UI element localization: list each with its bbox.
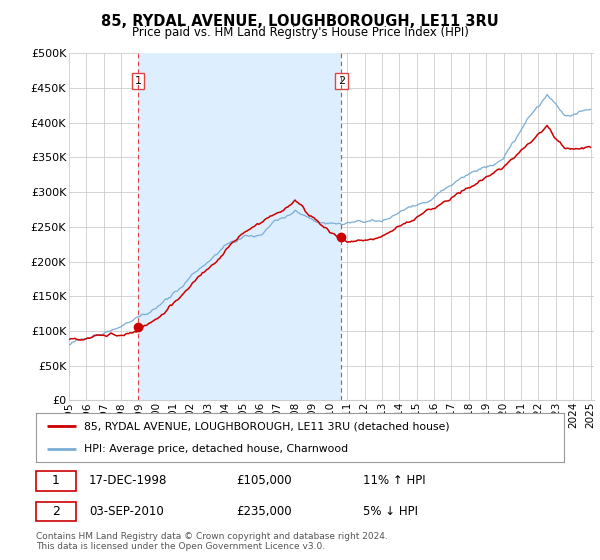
Text: Contains HM Land Registry data © Crown copyright and database right 2024.
This d: Contains HM Land Registry data © Crown c… [36, 532, 388, 552]
Text: 11% ↑ HPI: 11% ↑ HPI [364, 474, 426, 487]
Text: 5% ↓ HPI: 5% ↓ HPI [364, 505, 418, 518]
FancyBboxPatch shape [36, 471, 76, 491]
Text: 2: 2 [338, 76, 345, 86]
Text: 85, RYDAL AVENUE, LOUGHBOROUGH, LE11 3RU (detached house): 85, RYDAL AVENUE, LOUGHBOROUGH, LE11 3RU… [83, 421, 449, 431]
Text: 1: 1 [52, 474, 60, 487]
Text: HPI: Average price, detached house, Charnwood: HPI: Average price, detached house, Char… [83, 444, 347, 454]
Text: £235,000: £235,000 [236, 505, 292, 518]
Text: £105,000: £105,000 [236, 474, 292, 487]
Bar [138, 53, 341, 400]
FancyBboxPatch shape [36, 502, 76, 521]
Text: 17-DEC-1998: 17-DEC-1998 [89, 474, 167, 487]
Text: Price paid vs. HM Land Registry's House Price Index (HPI): Price paid vs. HM Land Registry's House … [131, 26, 469, 39]
Text: 03-SEP-2010: 03-SEP-2010 [89, 505, 164, 518]
Text: 2: 2 [52, 505, 60, 518]
Text: 85, RYDAL AVENUE, LOUGHBOROUGH, LE11 3RU: 85, RYDAL AVENUE, LOUGHBOROUGH, LE11 3RU [101, 14, 499, 29]
Text: 1: 1 [134, 76, 142, 86]
